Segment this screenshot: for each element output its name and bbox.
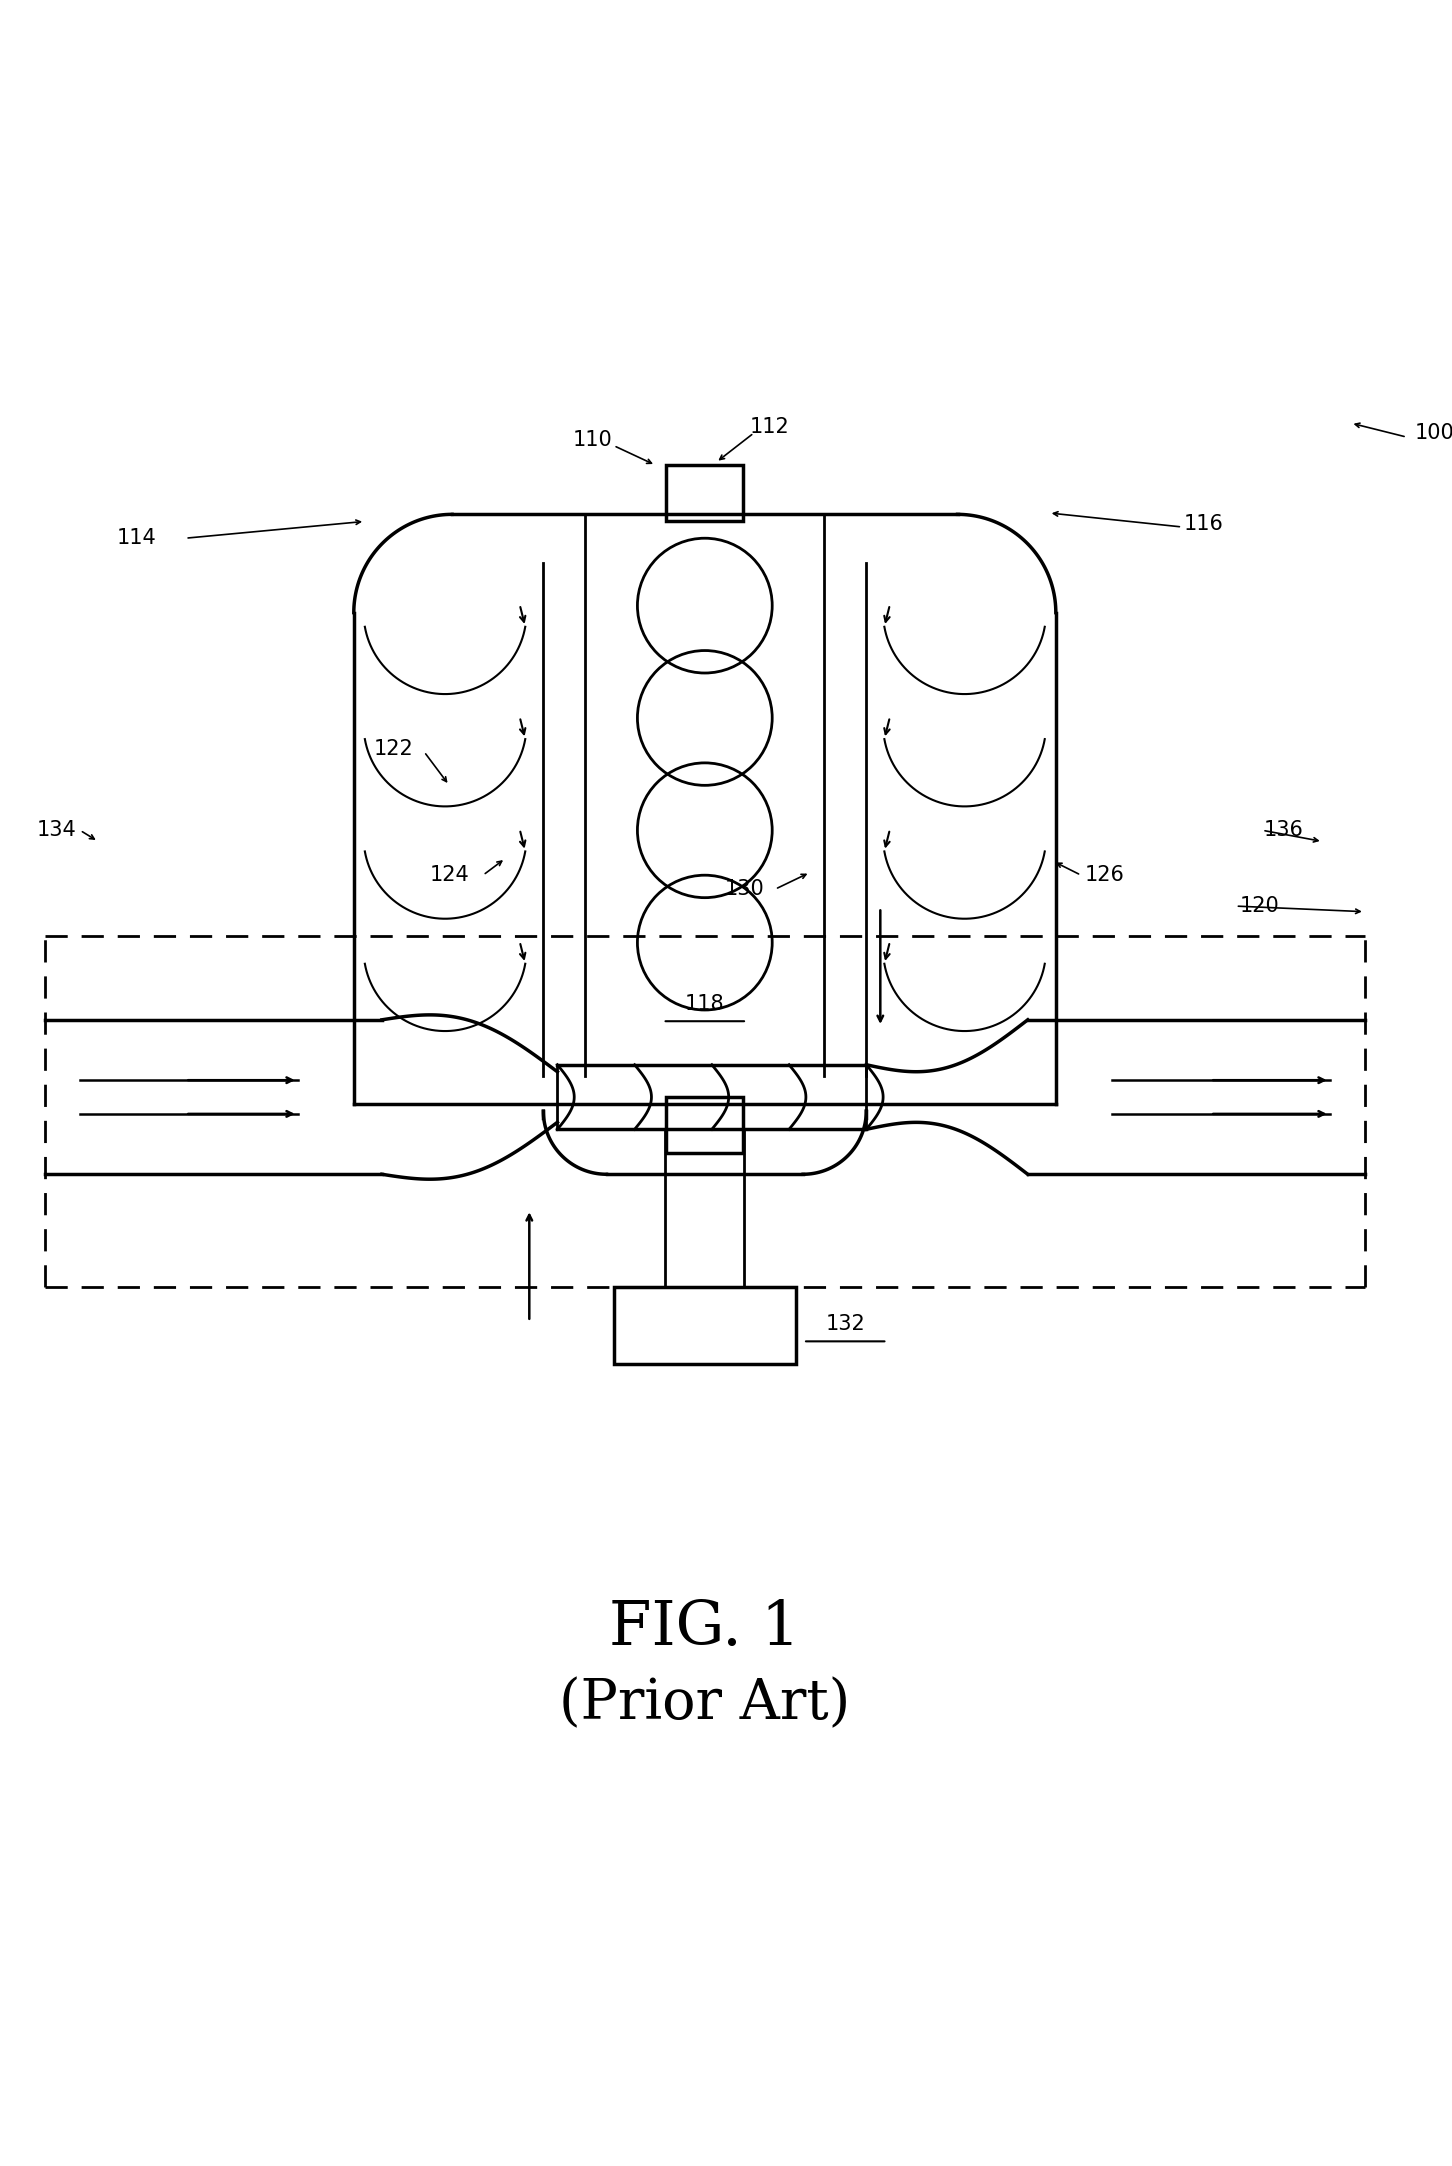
Text: 116: 116 <box>1183 513 1223 535</box>
Text: 124: 124 <box>430 864 469 886</box>
Text: 134: 134 <box>36 821 76 840</box>
Text: 126: 126 <box>1085 864 1125 886</box>
Bar <box>614 1287 796 1365</box>
Text: 114: 114 <box>116 529 155 548</box>
Text: (Prior Art): (Prior Art) <box>559 1676 851 1731</box>
Text: 112: 112 <box>749 418 790 438</box>
Text: 132: 132 <box>825 1315 865 1334</box>
Text: FIG. 1: FIG. 1 <box>610 1599 800 1657</box>
Text: 130: 130 <box>725 879 764 899</box>
Text: 118: 118 <box>685 994 725 1014</box>
Text: 136: 136 <box>1263 821 1304 840</box>
Text: 110: 110 <box>572 429 613 451</box>
Bar <box>666 466 743 522</box>
Bar <box>666 1096 743 1152</box>
Text: 122: 122 <box>373 739 412 758</box>
Text: 120: 120 <box>1240 897 1279 916</box>
Text: 100: 100 <box>1416 422 1452 442</box>
